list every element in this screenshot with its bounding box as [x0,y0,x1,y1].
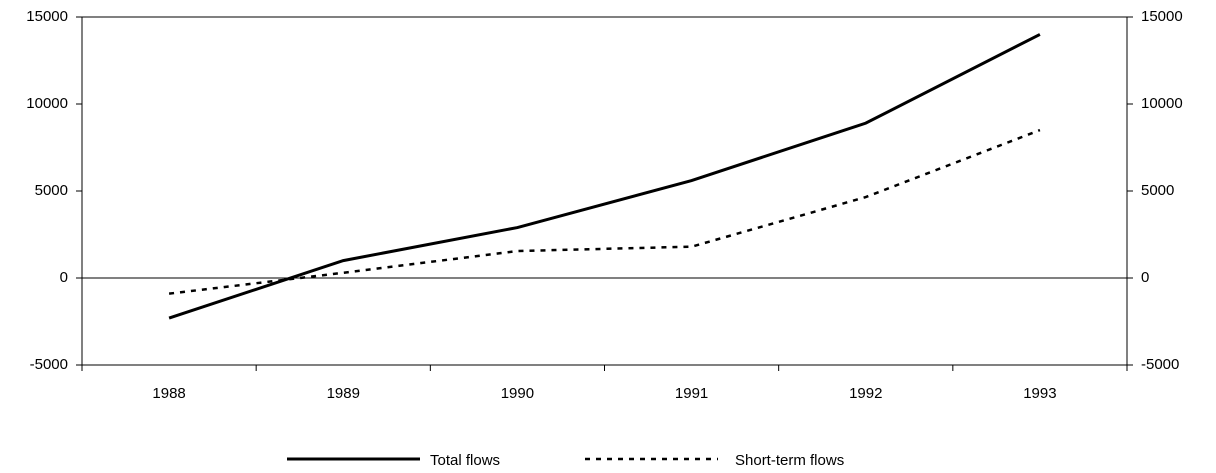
legend-label: Total flows [430,452,500,469]
y-tick-label: 15000 [26,8,68,25]
x-tick-label: 1990 [501,385,534,402]
y-tick-label: 10000 [26,95,68,112]
x-tick-label: 1991 [675,385,708,402]
y-tick-label: 0 [60,269,68,286]
series-line [168,128,1041,295]
y2-tick-label: 10000 [1141,95,1183,112]
x-tick-label: 1989 [327,385,360,402]
y2-tick-label: 5000 [1141,182,1174,199]
y2-tick-label: -5000 [1141,356,1179,373]
y-tick-label: 5000 [35,182,68,199]
series-line [168,33,1041,320]
y2-tick-label: 0 [1141,269,1149,286]
y2-tick-label: 15000 [1141,8,1183,25]
legend-label: Short-term flows [735,452,844,469]
x-tick-label: 1992 [849,385,882,402]
x-tick-label: 1988 [152,385,185,402]
x-tick-label: 1993 [1023,385,1056,402]
y-tick-label: -5000 [30,356,68,373]
